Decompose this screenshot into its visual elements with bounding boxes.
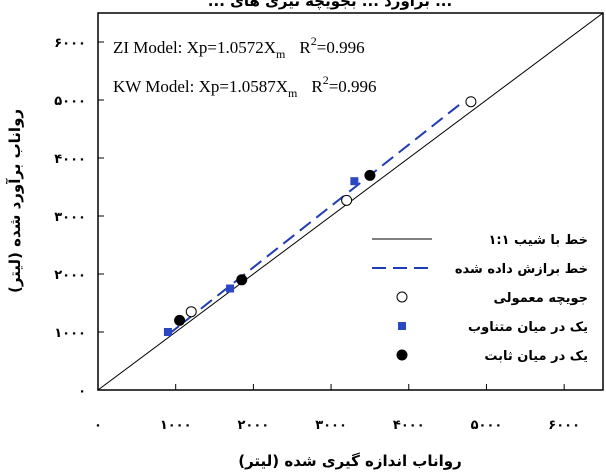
model-equation: KW Model: Xp=1.0587Xm R2=0.996 bbox=[113, 73, 377, 100]
legend-label: خط برازش داده شده bbox=[455, 262, 588, 277]
y-tick-label: ۱۰۰۰ bbox=[54, 326, 86, 341]
legend-swatch bbox=[398, 322, 406, 330]
y-tick-label: ۳۰۰۰ bbox=[54, 210, 86, 225]
x-tick-label: ۴۰۰۰ bbox=[393, 418, 425, 433]
y-tick-label: ۵۰۰۰ bbox=[54, 94, 86, 109]
marker-series-group bbox=[163, 96, 477, 336]
legend-item: یک در میان ثابت bbox=[396, 349, 588, 364]
model-equation: ZI Model: Xp=1.0572Xm R2=0.996 bbox=[113, 34, 365, 61]
series-2-points bbox=[185, 96, 477, 318]
data-point bbox=[236, 274, 248, 286]
y-axis-title: رواناب برآورد شده (لیتر) bbox=[6, 109, 24, 293]
legend-swatch bbox=[396, 349, 408, 361]
legend-label: جویچه معمولی bbox=[494, 291, 588, 306]
data-point bbox=[163, 328, 172, 336]
x-tick-label: ۰ bbox=[94, 418, 102, 433]
legend-item: جویچه معمولی bbox=[396, 291, 588, 306]
model-equations: ZI Model: Xp=1.0572Xm R2=0.996 KW Model: X… bbox=[113, 34, 377, 100]
data-point bbox=[185, 306, 197, 318]
data-point bbox=[364, 169, 376, 181]
y-tick-label: ۲۰۰۰ bbox=[54, 268, 86, 283]
x-tick-label: ۶۰۰۰ bbox=[548, 418, 580, 433]
legend-label: یک در میان ثابت bbox=[484, 349, 588, 364]
x-axis: ۰ ۱۰۰۰ ۲۰۰۰ ۳۰۰۰ ۴۰۰۰ ۵۰۰۰ ۶۰۰۰ bbox=[94, 384, 580, 433]
legend-swatch bbox=[396, 291, 408, 303]
x-tick-label: ۲۰۰۰ bbox=[238, 418, 270, 433]
legend-item: خط با شیب ۱:۱ bbox=[372, 233, 588, 248]
data-point bbox=[174, 314, 186, 326]
data-point bbox=[341, 194, 353, 206]
x-tick-label: ۱۰۰۰ bbox=[160, 418, 192, 433]
y-tick-label: ۴۰۰۰ bbox=[54, 152, 86, 167]
x-tick-label: ۵۰۰۰ bbox=[471, 418, 503, 433]
legend: خط با شیب ۱:۱ خط برازش داده شده جویچه معمو… bbox=[372, 233, 588, 364]
series-4-points bbox=[174, 169, 376, 326]
data-point bbox=[226, 284, 235, 293]
fit-line bbox=[167, 100, 464, 336]
data-point bbox=[465, 96, 477, 108]
y-axis: ۰ ۱۰۰۰ ۲۰۰۰ ۳۰۰۰ ۴۰۰۰ ۵۰۰۰ ۶۰۰۰ bbox=[54, 36, 104, 399]
y-tick-label: ۰ bbox=[78, 384, 86, 399]
y-tick-label: ۶۰۰۰ bbox=[54, 36, 86, 51]
legend-item: خط برازش داده شده bbox=[372, 262, 588, 277]
plot-frame bbox=[97, 12, 604, 391]
legend-item: یک در میان متناوب bbox=[398, 320, 588, 335]
legend-label: خط با شیب ۱:۱ bbox=[488, 233, 588, 248]
x-tick-label: ۳۰۰۰ bbox=[315, 418, 347, 433]
legend-label: یک در میان متناوب bbox=[468, 320, 588, 335]
data-point bbox=[350, 177, 359, 186]
chart-title: ... برآورد ... بجویچه تیری های ... bbox=[208, 0, 452, 11]
series-3-points bbox=[163, 177, 359, 336]
x-axis-title: رواناب اندازه گیری شده (لیتر) bbox=[238, 452, 462, 470]
